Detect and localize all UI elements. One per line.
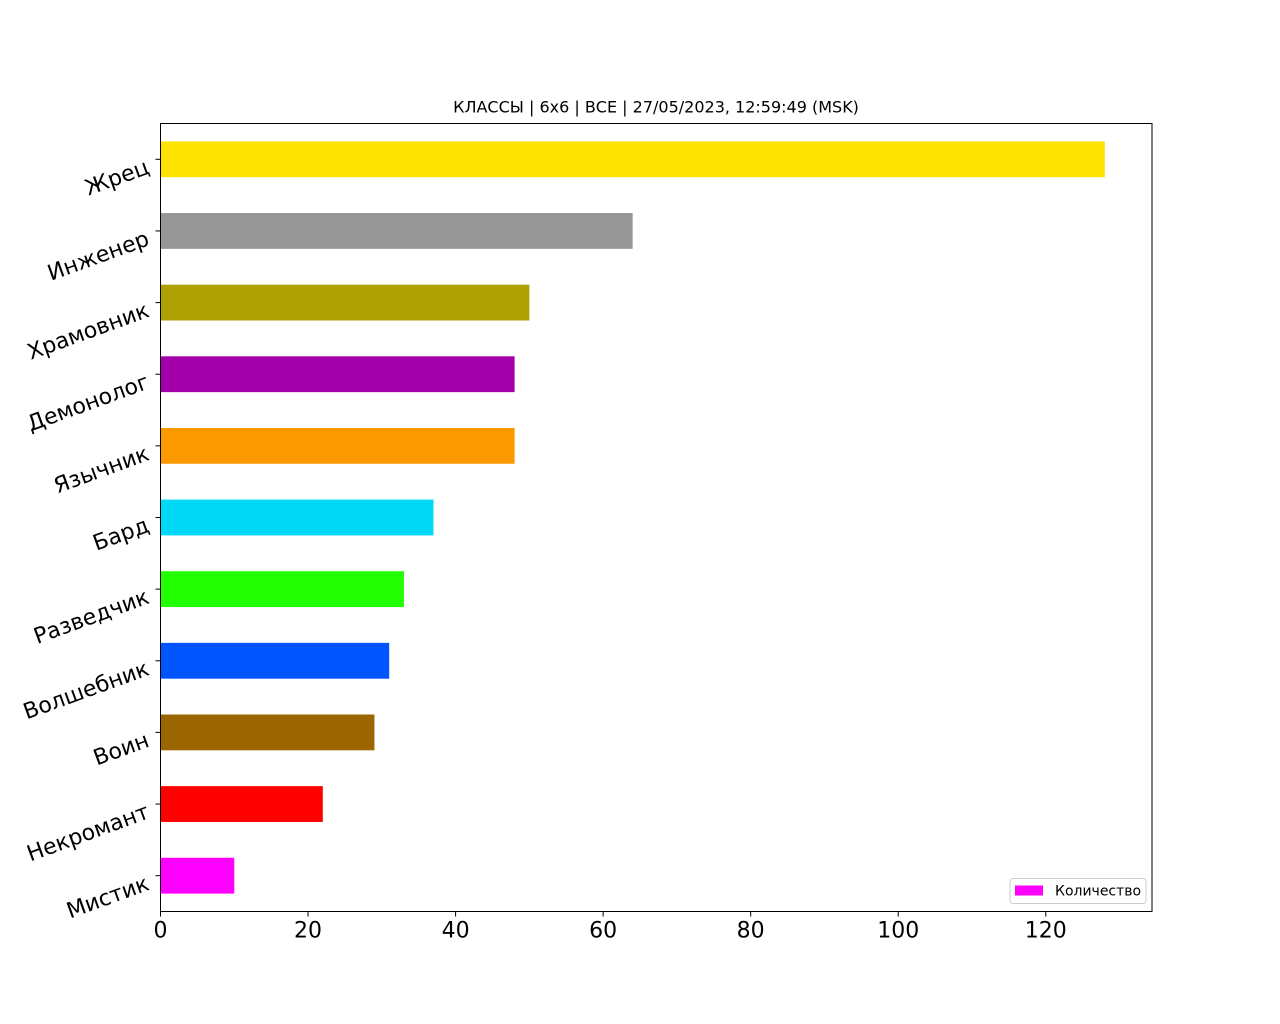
chart-title: КЛАССЫ | 6x6 | ВСЕ | 27/05/2023, 12:59:4… xyxy=(453,98,859,117)
x-tick-label: 40 xyxy=(442,919,470,944)
legend-label: Количество xyxy=(1055,884,1141,900)
x-tick-label: 0 xyxy=(154,919,168,944)
y-tick-label: Язычник xyxy=(51,442,153,499)
legend: Количество xyxy=(1009,878,1147,904)
legend-box xyxy=(1009,878,1147,904)
bar xyxy=(160,356,515,393)
bar xyxy=(160,642,390,679)
bar xyxy=(160,499,434,536)
bar xyxy=(160,141,1105,178)
y-tick-label: Демонолог xyxy=(24,370,153,437)
bar xyxy=(160,571,404,608)
y-tick-label: Волшебник xyxy=(20,657,152,726)
bar xyxy=(160,786,323,822)
x-tick-label: 20 xyxy=(294,919,322,944)
bar xyxy=(160,213,633,249)
x-tick-label: 60 xyxy=(589,919,617,944)
y-tick-label: Мистик xyxy=(63,871,152,924)
bar xyxy=(160,714,375,751)
bar xyxy=(160,857,235,894)
bar xyxy=(160,427,515,464)
y-tick-label: Жрец xyxy=(82,155,153,201)
x-tick-label: 80 xyxy=(737,919,765,944)
y-tick-label: Инженер xyxy=(44,227,152,287)
y-tick-label: Воин xyxy=(90,728,152,771)
bar xyxy=(160,284,530,321)
plot-frame xyxy=(160,123,1153,912)
y-tick-label: Некромант xyxy=(24,800,153,867)
y-tick-label: Разведчик xyxy=(31,585,153,650)
y-tick-label: Бард xyxy=(90,513,153,556)
x-tick-label: 120 xyxy=(1025,919,1067,944)
x-tick-label: 100 xyxy=(877,919,919,944)
legend-swatch xyxy=(1015,885,1043,896)
y-tick-label: Храмовник xyxy=(24,298,152,365)
